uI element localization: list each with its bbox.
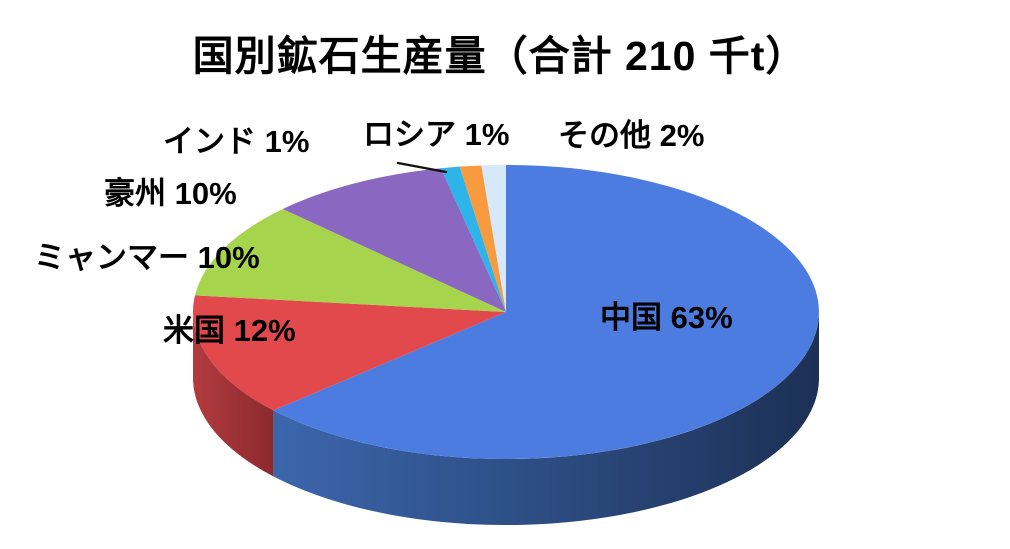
- slice-label: ミャンマー 10%: [34, 240, 260, 275]
- pie-slice-米国: [192, 295, 506, 411]
- pie-slice-ミャンマー: [195, 209, 506, 312]
- pie-side-walls: [192, 312, 819, 526]
- pie-slices: [192, 165, 819, 459]
- pie-slice-中国: [273, 165, 819, 459]
- chart-title: 国別鉱石生産量（合計 210 千t）: [192, 33, 808, 79]
- pie-wall-中国: [273, 312, 819, 526]
- slice-label: 中国 63%: [600, 300, 733, 335]
- pie-slice-その他: [481, 165, 506, 312]
- pie-wall-米国: [192, 312, 274, 477]
- leader-line-india: [396, 161, 448, 174]
- slice-label: 豪州 10%: [104, 176, 237, 211]
- slice-label: インド 1%: [163, 124, 310, 159]
- slice-label: ロシア 1%: [363, 117, 510, 152]
- slice-label: 米国 12%: [163, 313, 296, 348]
- pie-slice-インド: [440, 166, 506, 312]
- pie-slice-豪州: [282, 168, 506, 312]
- pie-slice-ロシア: [459, 165, 506, 312]
- slice-label: その他 2%: [558, 118, 705, 153]
